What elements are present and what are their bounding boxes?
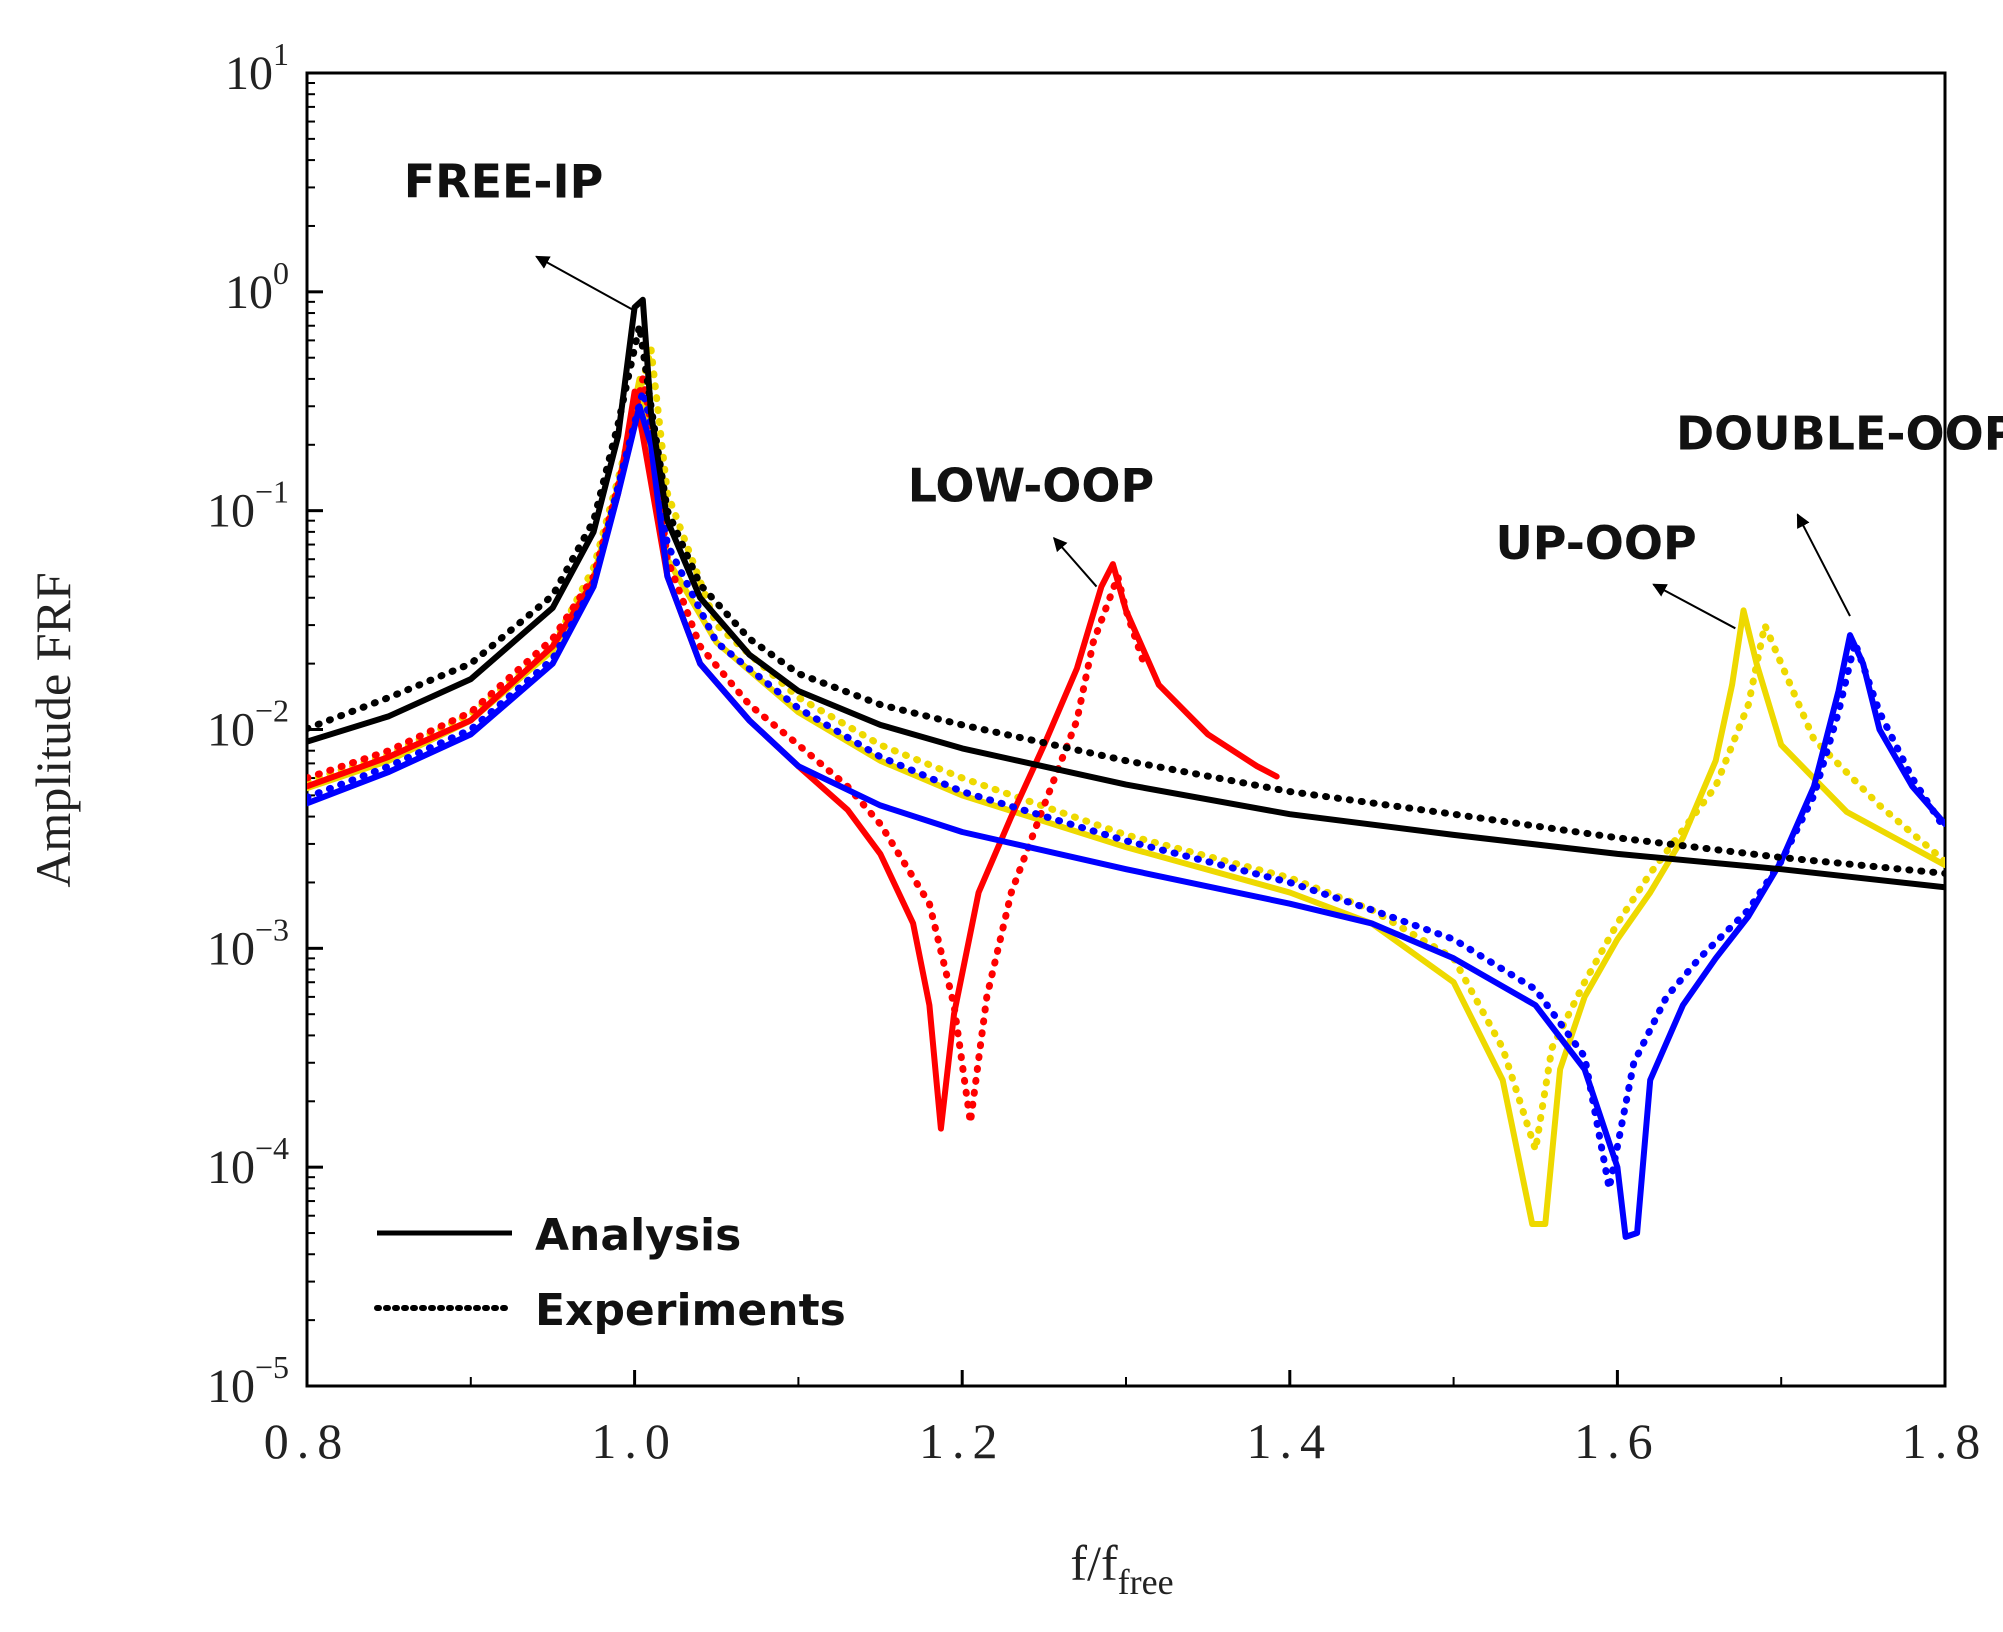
y-tick-label: 101 <box>225 36 289 100</box>
y-tick-label: 10−4 <box>207 1130 289 1194</box>
annotation-arrow-double-oop <box>1796 513 1851 617</box>
series-free-ip-analysis <box>307 296 1945 891</box>
annotation-low-oop: LOW-OOP <box>908 459 1154 513</box>
x-axis-label-sub: free <box>1118 1562 1174 1602</box>
y-axis-label: Amplitude FRF <box>25 572 81 887</box>
plot-frame <box>305 71 1947 1388</box>
y-tick-label-exponent: −1 <box>255 474 289 510</box>
y-tick-label-exponent: −4 <box>255 1130 289 1166</box>
series-free-ip-experiments <box>307 322 1945 877</box>
x-axis: 0.8 1.0 1.2 1.4 1.6 1.8 <box>264 1370 1989 1469</box>
y-tick-label-base: 10 <box>207 485 255 538</box>
y-tick-label: 10−2 <box>207 693 289 757</box>
annotation-arrow-free-ip <box>535 255 636 312</box>
annotation-arrow-up-oop <box>1652 583 1736 630</box>
series-double-oop-analysis <box>307 403 1945 1240</box>
y-tick-label-base: 10 <box>225 266 273 319</box>
annotation-free-ip: FREE-IP <box>404 154 604 208</box>
x-tick-label: 1.2 <box>919 1413 1006 1469</box>
y-tick-label-base: 10 <box>207 922 255 975</box>
x-tick-label: 0.8 <box>264 1413 351 1469</box>
legend: Analysis Experiments <box>374 1210 846 1336</box>
y-tick-label-exponent: −5 <box>255 1349 289 1385</box>
y-tick-label-exponent: 0 <box>273 255 289 291</box>
y-tick-label: 100 <box>225 255 289 319</box>
y-tick-label-base: 10 <box>225 47 273 100</box>
x-tick-label: 1.8 <box>1902 1413 1989 1469</box>
x-tick-label: 1.4 <box>1247 1413 1334 1469</box>
x-tick-label: 1.6 <box>1574 1413 1661 1469</box>
x-tick-label: 1.0 <box>591 1413 678 1469</box>
x-axis-label: f/ffree <box>1070 1535 1173 1602</box>
y-tick-label: 10−3 <box>207 911 289 975</box>
y-tick-label-base: 10 <box>207 1141 255 1194</box>
y-tick-label-exponent: 1 <box>273 36 289 72</box>
series-double-oop-experiments <box>307 388 1945 1192</box>
x-axis-label-base: f/f <box>1070 1535 1118 1591</box>
annotation-up-oop: UP-OOP <box>1495 516 1696 570</box>
annotation-layer: FREE-IP LOW-OOP UP-OOP DOUBLE-OOP <box>404 154 2003 630</box>
annotation-arrow-low-oop <box>1053 536 1098 588</box>
y-tick-label-exponent: −3 <box>255 911 289 947</box>
annotation-double-oop: DOUBLE-OOP <box>1676 407 2003 461</box>
y-tick-label-exponent: −2 <box>255 693 289 729</box>
y-tick-label: 10−5 <box>207 1349 289 1413</box>
y-tick-label-base: 10 <box>207 704 255 757</box>
y-tick-label: 10−1 <box>207 474 289 538</box>
legend-analysis-label: Analysis <box>535 1210 741 1261</box>
legend-experiments-label: Experiments <box>535 1285 846 1336</box>
series-layer <box>307 296 1945 1240</box>
y-tick-label-base: 10 <box>207 1360 255 1413</box>
